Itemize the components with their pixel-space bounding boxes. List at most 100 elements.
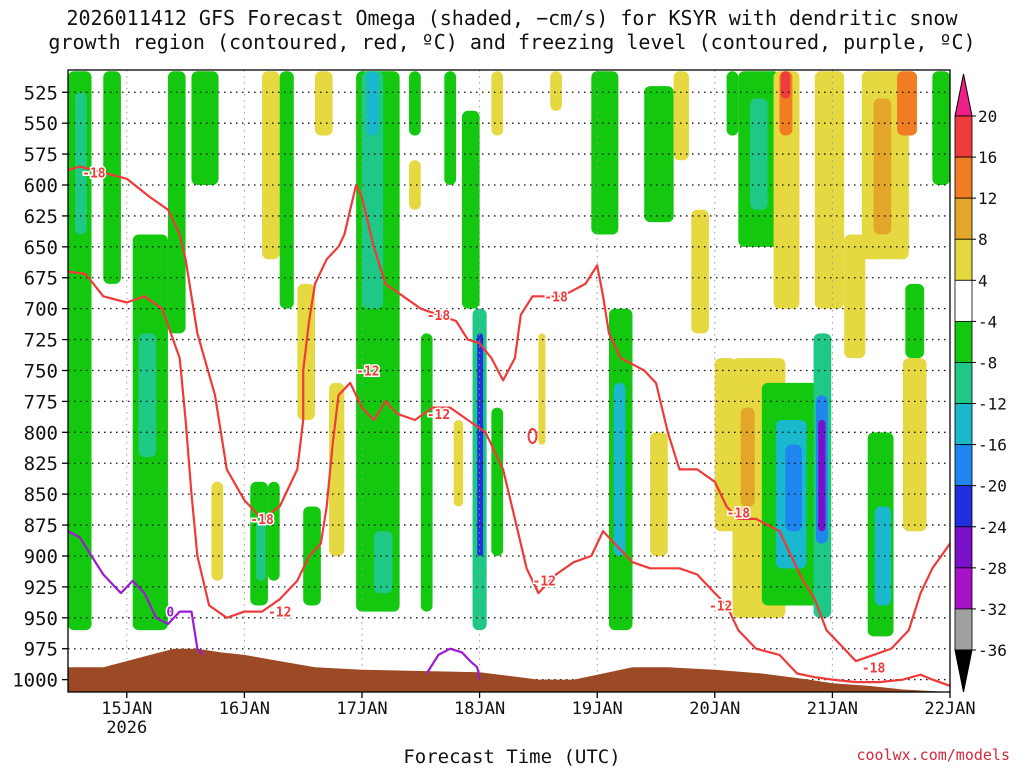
colorbar-label: -4 — [978, 312, 997, 331]
colorbar-label: -24 — [978, 518, 1007, 537]
y-tick-label: 675 — [24, 268, 58, 290]
x-tick-label: 18JAN — [454, 699, 505, 719]
y-tick-label: 650 — [24, 237, 58, 259]
y-tick-label: 700 — [24, 299, 58, 321]
omega-area — [691, 209, 709, 334]
contour-label: -18 — [250, 513, 274, 528]
omega-area — [538, 333, 546, 445]
y-tick-label: 750 — [24, 360, 58, 382]
y-tick-label: 575 — [24, 144, 58, 166]
omega-area — [650, 432, 668, 556]
contour-label: -12 — [268, 606, 291, 621]
contour-label: -18 — [427, 309, 451, 324]
omega-area — [932, 71, 950, 186]
omega-area — [191, 71, 219, 186]
omega-area — [818, 419, 826, 532]
omega-area — [409, 71, 421, 136]
omega-area — [279, 71, 294, 309]
colorbar-label: -32 — [978, 600, 1007, 619]
dgz-small-loop — [527, 428, 538, 445]
x-tick-label: 16JAN — [219, 699, 270, 719]
y-tick-label: 800 — [24, 422, 58, 444]
colorbar-cap-bottom — [954, 649, 973, 693]
colorbar-bin — [954, 444, 973, 487]
y-tick-label: 825 — [24, 453, 58, 475]
colorbar-label: 8 — [978, 230, 988, 249]
freezing-level-0 — [68, 530, 205, 656]
chart-title: 2026011412 GFS Forecast Omega (shaded, −… — [0, 6, 1024, 54]
colorbar-label: -8 — [978, 353, 997, 372]
omega-area — [329, 382, 345, 556]
omega-area — [103, 71, 121, 284]
colorbar-label: -20 — [978, 477, 1007, 496]
y-tick-label: 900 — [24, 546, 58, 568]
omega-area — [613, 382, 626, 556]
x-tick-label: 17JAN — [336, 699, 387, 719]
omega-area — [491, 407, 504, 556]
colorbar-bin — [954, 279, 973, 322]
contour-label: -18 — [727, 507, 751, 522]
y-tick-label: 925 — [24, 577, 58, 599]
omega-area — [167, 71, 186, 334]
omega-area — [491, 71, 504, 136]
omega-area — [644, 86, 674, 223]
omega-area — [409, 160, 421, 210]
y-tick-label: 725 — [24, 330, 58, 352]
y-tick-label: 875 — [24, 515, 58, 537]
colorbar-bin — [954, 238, 973, 281]
colorbar-bin — [954, 156, 973, 199]
contour-label: 0 — [166, 606, 174, 621]
freezing-level-0-b — [425, 647, 481, 680]
omega-area — [366, 71, 379, 136]
y-tick-label: 550 — [24, 113, 58, 135]
credit-link[interactable]: coolwx.com/models — [856, 746, 1010, 764]
omega-area — [373, 531, 393, 594]
colorbar-label: -36 — [978, 641, 1007, 660]
omega-area — [591, 71, 619, 235]
omega-area — [138, 333, 157, 458]
omega-area — [905, 283, 925, 359]
colorbar-bin — [954, 320, 973, 363]
omega-area — [314, 71, 333, 136]
omega-area — [420, 333, 433, 612]
colorbar-bin — [954, 403, 973, 446]
x-tick-sublabel: 2026 — [106, 718, 147, 738]
omega-area — [477, 333, 484, 556]
x-tick-label: 21JAN — [807, 699, 858, 719]
colorbar-label: 4 — [978, 271, 988, 290]
contour-label: -18 — [544, 290, 568, 305]
omega-area — [714, 358, 736, 532]
colorbar-label: 16 — [978, 148, 997, 167]
omega-area — [256, 518, 266, 581]
colorbar-bin — [954, 526, 973, 569]
omega-area — [874, 506, 892, 606]
contour-label: -18 — [82, 167, 106, 182]
omega-area — [461, 110, 480, 309]
terrain-surface — [68, 648, 950, 692]
x-tick-label: 20JAN — [689, 699, 740, 719]
contour-label: -18 — [862, 661, 886, 676]
y-tick-label: 850 — [24, 484, 58, 506]
colorbar-bin — [954, 115, 973, 158]
colorbar-bin — [954, 567, 973, 610]
omega-area — [267, 481, 280, 581]
omega-area — [844, 234, 866, 359]
colorbar-bin — [954, 608, 973, 651]
title-line-1: 2026011412 GFS Forecast Omega (shaded, −… — [66, 6, 958, 30]
colorbar-label: -16 — [978, 436, 1007, 455]
plot-area: -18 -18 -18 -18 -18 -18 -12 -12 -12 -12 -12 0 — [68, 70, 950, 692]
omega-area — [550, 71, 562, 111]
y-tick-label: 600 — [24, 175, 58, 197]
colorbar-label: -28 — [978, 559, 1007, 578]
dgz-minus12-lower — [68, 270, 950, 687]
colorbar-cap-top — [954, 73, 973, 117]
x-tick-label: 22JAN — [924, 699, 975, 719]
y-tick-label: 625 — [24, 206, 58, 228]
y-tick-label: 975 — [24, 639, 58, 661]
omega-area — [897, 71, 918, 136]
omega-area — [740, 407, 755, 507]
colorbar-label: 20 — [978, 107, 997, 126]
dgz-minus18-upper — [68, 165, 950, 663]
contour-label: -12 — [533, 575, 556, 590]
omega-area — [262, 71, 280, 260]
